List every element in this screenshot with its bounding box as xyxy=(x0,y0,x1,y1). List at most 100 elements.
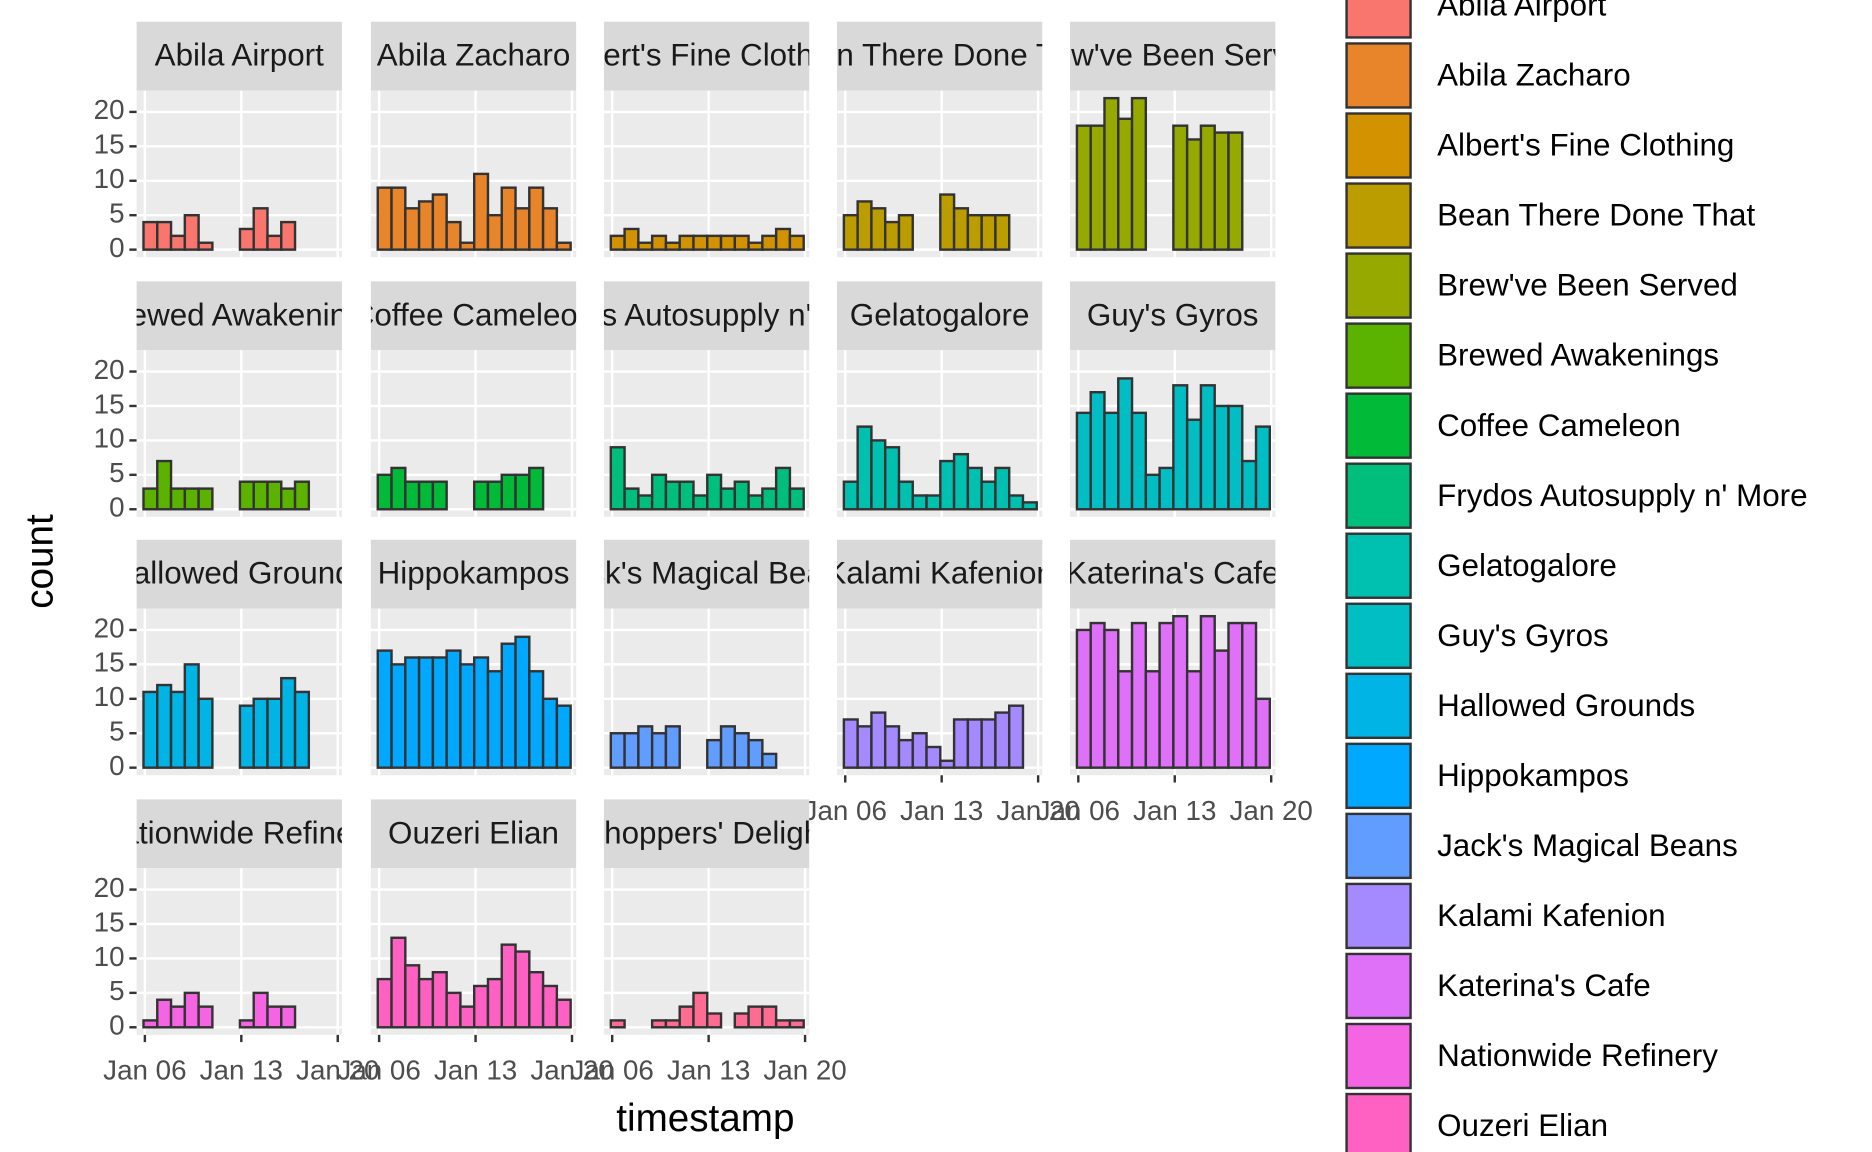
facet-title: Gelatogalore xyxy=(850,297,1030,332)
bar xyxy=(609,446,626,511)
bar xyxy=(142,487,159,511)
facet-strip xyxy=(1070,539,1276,609)
bar xyxy=(994,213,1011,251)
bar xyxy=(980,213,997,251)
bar xyxy=(774,1019,792,1029)
bar xyxy=(156,220,173,251)
bar xyxy=(952,718,970,769)
y-tick-label: 20 xyxy=(94,612,125,643)
bar xyxy=(376,649,393,769)
facet-title: Coffee Cameleon xyxy=(352,297,596,332)
bar xyxy=(142,690,159,769)
x-axis-title: timestamp xyxy=(616,1097,794,1140)
bar xyxy=(390,936,407,1029)
y-tick-label: 5 xyxy=(109,975,124,1006)
bar xyxy=(404,964,421,1029)
bar xyxy=(733,234,750,251)
bar xyxy=(897,213,914,251)
bar xyxy=(293,480,311,511)
bar xyxy=(390,186,407,251)
legend-key xyxy=(1345,742,1412,810)
bar xyxy=(939,759,956,769)
legend-key xyxy=(1345,252,1412,319)
bar xyxy=(1103,411,1120,511)
bar xyxy=(238,704,255,769)
bar xyxy=(623,487,640,511)
bar xyxy=(939,459,956,511)
bar xyxy=(842,480,859,511)
bar xyxy=(183,991,200,1029)
legend-label: Guy's Gyros xyxy=(1437,618,1609,653)
bar xyxy=(555,998,572,1029)
bar xyxy=(238,480,255,511)
bar xyxy=(966,213,983,251)
y-tick-label: 20 xyxy=(94,354,125,385)
bar xyxy=(156,459,173,511)
x-tick-label: Jan 20 xyxy=(530,1055,613,1086)
y-tick-label: 20 xyxy=(94,872,125,903)
bar xyxy=(1199,614,1216,769)
legend-label: Abila Zacharo xyxy=(1437,58,1631,93)
bar xyxy=(500,642,517,769)
legend-key xyxy=(1345,322,1412,389)
facet-title: Frydos Autosupply n' More xyxy=(521,297,891,332)
legend-label: Jack's Magical Beans xyxy=(1437,828,1738,863)
bar xyxy=(1227,404,1244,511)
facet-strip xyxy=(836,21,1043,91)
legend-label: Brewed Awakenings xyxy=(1437,338,1719,373)
y-tick-label: 15 xyxy=(94,647,125,678)
facet-title: Abila Zacharo xyxy=(377,38,571,73)
bar xyxy=(376,186,393,251)
bar xyxy=(994,466,1011,511)
bar xyxy=(404,480,421,511)
bar xyxy=(431,656,448,769)
bar xyxy=(980,480,997,511)
bar xyxy=(966,718,983,769)
bar xyxy=(1172,124,1189,251)
y-tick-label: 10 xyxy=(94,163,125,194)
facet-title: Guy's Gyros xyxy=(1087,297,1259,332)
bar xyxy=(952,207,970,251)
bar xyxy=(252,991,269,1029)
bar xyxy=(952,452,970,511)
x-tick-label: Jan 20 xyxy=(296,1055,379,1086)
bar xyxy=(719,725,737,769)
facet-title: Abila Airport xyxy=(155,38,324,73)
bar xyxy=(1254,697,1272,769)
bar xyxy=(623,227,640,251)
bar xyxy=(664,1019,681,1029)
bar xyxy=(994,711,1011,769)
bar xyxy=(169,487,187,511)
bar xyxy=(514,950,531,1029)
x-tick-label: Jan 13 xyxy=(667,1055,750,1086)
bar xyxy=(1130,411,1148,511)
bar xyxy=(788,234,805,251)
bar xyxy=(472,480,490,511)
bar xyxy=(252,207,269,251)
bar xyxy=(692,991,709,1029)
bar xyxy=(1158,621,1175,769)
facet-title: Ouzeri Elian xyxy=(388,815,559,850)
bar xyxy=(417,200,435,251)
x-tick-label: Jan 06 xyxy=(804,795,887,826)
bar xyxy=(706,738,723,769)
bar xyxy=(404,656,421,769)
bar xyxy=(266,480,283,511)
bar xyxy=(637,725,654,769)
legend-label: Bean There Done That xyxy=(1437,198,1755,233)
facet-strip xyxy=(603,21,810,91)
facet-title: Bean There Done That xyxy=(781,38,1099,73)
bar xyxy=(1103,628,1120,769)
bar xyxy=(747,738,764,769)
bar xyxy=(719,487,737,511)
bar xyxy=(609,1019,626,1029)
bar xyxy=(156,683,173,769)
bar xyxy=(238,1019,255,1029)
bar xyxy=(761,487,778,511)
bar xyxy=(1075,628,1092,769)
legend-key xyxy=(1345,462,1412,529)
legend-label: Hallowed Grounds xyxy=(1437,688,1695,723)
bar xyxy=(883,220,901,251)
y-tick-label: 10 xyxy=(94,941,125,972)
bar xyxy=(650,473,668,511)
